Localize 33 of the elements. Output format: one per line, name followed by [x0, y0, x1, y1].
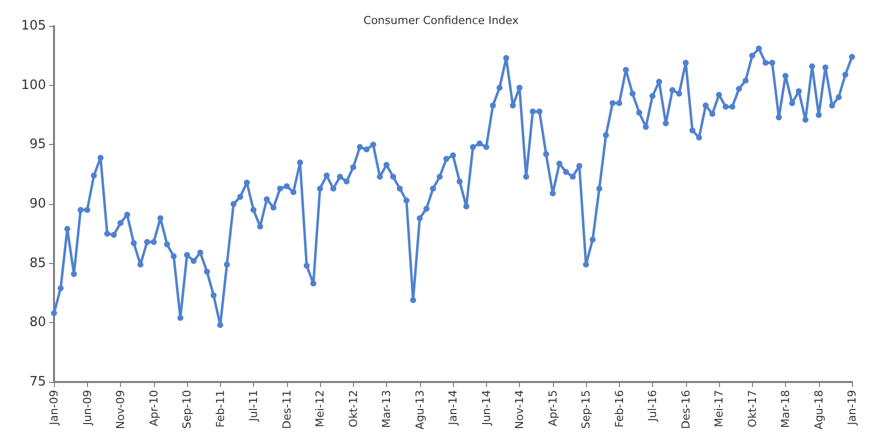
x-tick-label: Okt-17 — [746, 390, 759, 428]
y-tick-label: 75 — [29, 374, 46, 390]
chart-title: Consumer Confidence Index — [363, 14, 520, 27]
x-tick-label: Sep-10 — [180, 390, 194, 429]
x-tick-label: Agu-18 — [812, 390, 826, 430]
x-tick-label: Nov-14 — [513, 390, 526, 430]
y-tick-label: 80 — [29, 315, 46, 330]
x-tick-label: Mei-17 — [712, 390, 726, 428]
y-tick-label: 100 — [21, 78, 46, 93]
x-tick-label: Nov-09 — [114, 390, 127, 430]
x-tick-label: Feb-11 — [214, 390, 227, 428]
x-tick-label: Des-16 — [679, 390, 692, 429]
y-tick-label: 85 — [29, 256, 46, 271]
y-tick-label: 105 — [21, 18, 46, 34]
x-tick-label: Jul-11 — [247, 390, 260, 422]
y-tick-label: 90 — [29, 196, 46, 212]
x-tick-label: Jun-09 — [80, 390, 94, 426]
x-tick-label: Jul-16 — [646, 390, 659, 422]
x-tick-label: Jan-19 — [846, 390, 858, 426]
x-tick-label: Mei-12 — [314, 390, 326, 428]
x-tick-label: Okt-12 — [346, 390, 360, 428]
x-tick-label: Jan-09 — [48, 390, 60, 426]
x-tick-label: Jan-14 — [446, 390, 460, 426]
x-tick-label: Agu-13 — [413, 390, 426, 430]
x-tick-label: Feb-16 — [612, 390, 626, 428]
x-tick-label: Des-11 — [280, 390, 294, 429]
x-tick-label: Mar-18 — [779, 390, 792, 428]
x-tick-label: Apr-15 — [546, 390, 560, 426]
x-tick-label: Apr-10 — [147, 390, 160, 426]
x-tick-label: Jun-14 — [480, 390, 493, 426]
x-tick-label: Mar-13 — [380, 390, 393, 428]
x-tick-label: Sep-15 — [580, 390, 592, 429]
y-tick-label: 95 — [29, 137, 46, 152]
